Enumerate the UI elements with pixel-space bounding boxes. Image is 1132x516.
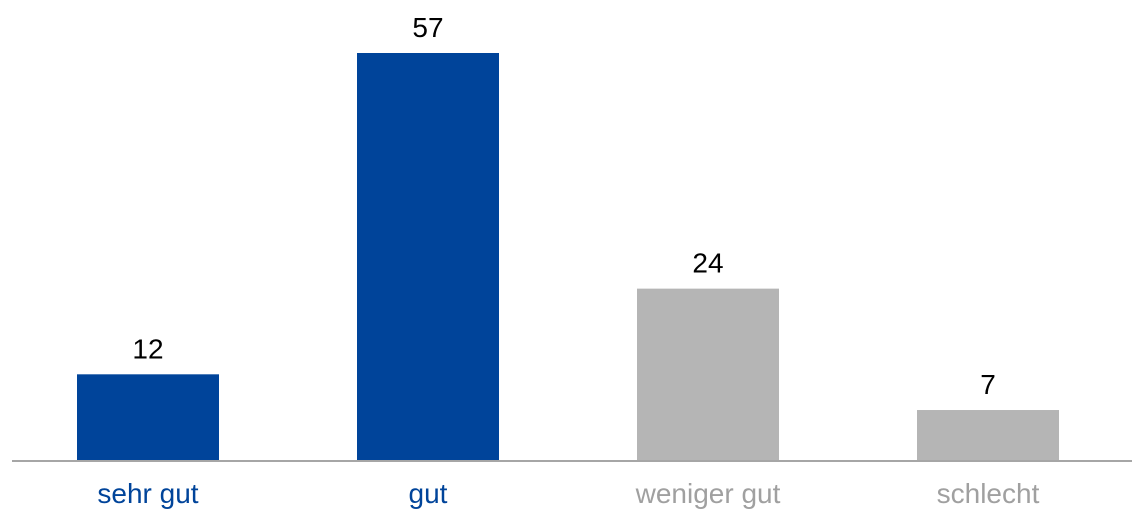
value-label: 24 bbox=[692, 248, 723, 279]
bar bbox=[357, 53, 499, 460]
bar bbox=[637, 288, 779, 460]
x-tick-label: gut bbox=[409, 478, 448, 509]
bar bbox=[917, 410, 1059, 460]
x-tick-label: weniger gut bbox=[635, 478, 781, 509]
x-tick-label: sehr gut bbox=[97, 478, 198, 509]
value-label: 12 bbox=[132, 333, 163, 364]
value-label: 7 bbox=[980, 369, 996, 400]
value-label: 57 bbox=[412, 12, 443, 43]
bar bbox=[77, 374, 219, 460]
x-tick-label: schlecht bbox=[937, 478, 1040, 509]
